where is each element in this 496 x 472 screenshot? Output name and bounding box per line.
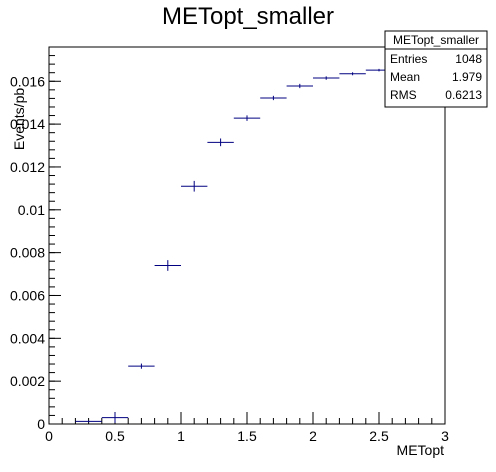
stats-mean-label: Mean bbox=[390, 70, 420, 84]
data-point bbox=[181, 180, 208, 192]
stats-entries-value: 1048 bbox=[455, 52, 482, 66]
y-tick-label: 0.014 bbox=[10, 116, 45, 132]
y-tick-label: 0.006 bbox=[10, 287, 45, 303]
y-tick-label: 0.008 bbox=[10, 245, 45, 261]
data-point bbox=[154, 260, 181, 271]
data-point bbox=[260, 95, 287, 101]
x-tick-label: 2 bbox=[309, 428, 317, 444]
data-point bbox=[286, 83, 313, 89]
y-axis-title: Events/pb bbox=[11, 88, 27, 150]
y-tick-label: 0.012 bbox=[10, 159, 45, 175]
x-tick-label: 2.5 bbox=[369, 428, 389, 444]
y-tick-label: 0.004 bbox=[10, 330, 45, 346]
stats-entries-label: Entries bbox=[390, 52, 427, 66]
x-tick-label: 1 bbox=[177, 428, 185, 444]
data-point bbox=[101, 412, 129, 423]
data-point bbox=[339, 72, 366, 76]
x-axis-title: METopt bbox=[397, 442, 445, 458]
data-point bbox=[207, 138, 234, 147]
x-axis: 0 0.5 1 1.5 2 2.5 3 bbox=[45, 412, 449, 444]
y-tick-label: 0.01 bbox=[18, 202, 45, 218]
stats-rms-value: 0.6213 bbox=[445, 88, 482, 102]
stats-box-title: METopt_smaller bbox=[393, 33, 479, 47]
data-point bbox=[313, 76, 340, 80]
data-point bbox=[128, 363, 155, 369]
x-tick-label: 1.5 bbox=[237, 428, 257, 444]
data-point bbox=[75, 420, 102, 423]
stats-box: METopt_smaller Entries 1048 Mean 1.979 R… bbox=[384, 30, 488, 108]
x-tick-label: 0.5 bbox=[105, 428, 125, 444]
y-tick-label: 0.002 bbox=[10, 373, 45, 389]
data-points bbox=[75, 68, 393, 423]
data-point bbox=[233, 115, 261, 121]
stats-box-frame bbox=[384, 30, 488, 108]
chart-title: METopt_smaller bbox=[162, 3, 334, 30]
x-tick-label: 0 bbox=[45, 428, 53, 444]
y-tick-label: 0.016 bbox=[10, 73, 45, 89]
y-tick-label: 0 bbox=[37, 416, 45, 432]
y-axis: 0 0.002 0.004 0.006 0.008 0.01 0.012 0.014 0.016 bbox=[10, 46, 61, 432]
stats-rms-label: RMS bbox=[390, 88, 417, 102]
x-tick-label: 3 bbox=[441, 428, 449, 444]
stats-mean-value: 1.979 bbox=[452, 70, 482, 84]
